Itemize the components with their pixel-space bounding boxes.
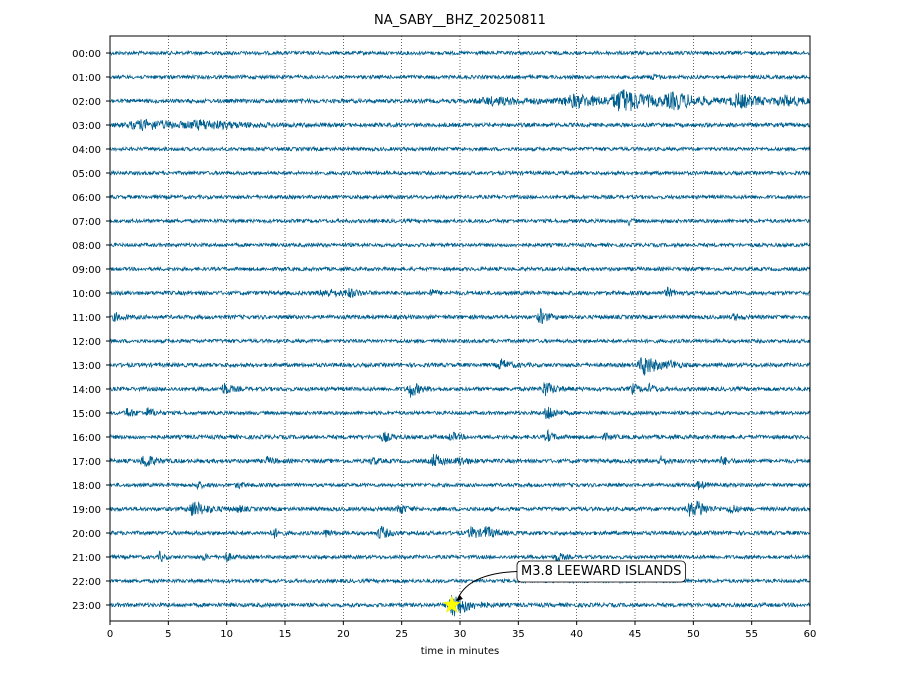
annotation-arrow [456, 571, 518, 602]
y-tick-label: 15:00 [72, 409, 101, 420]
trace-1400 [109, 382, 811, 398]
trace-2000 [109, 526, 811, 539]
y-tick-label: 11:00 [72, 313, 101, 324]
x-tick-label: 60 [804, 629, 817, 640]
y-tick-label: 07:00 [72, 217, 101, 228]
y-tick-label: 00:00 [72, 49, 101, 60]
trace-lines [109, 49, 811, 617]
trace-1600 [109, 428, 811, 443]
y-tick-label: 19:00 [72, 505, 101, 516]
trace-2300 [109, 595, 811, 617]
x-tick-label: 55 [745, 629, 758, 640]
y-tick-label: 23:00 [72, 601, 101, 612]
y-tick-label: 17:00 [72, 457, 101, 468]
annotation-layer: M3.8 LEEWARD ISLANDS [442, 560, 686, 613]
y-tick-label: 22:00 [72, 577, 101, 588]
trace-1700 [109, 453, 811, 468]
x-tick-label: 25 [395, 629, 408, 640]
trace-0900 [109, 265, 811, 273]
x-tick-label: 50 [687, 629, 700, 640]
x-tick-label: 10 [220, 629, 233, 640]
trace-1500 [109, 406, 811, 420]
trace-0500 [109, 169, 811, 177]
trace-0000 [109, 49, 811, 57]
trace-0200 [109, 89, 811, 112]
trace-0100 [109, 73, 811, 81]
y-tick-label: 16:00 [72, 433, 101, 444]
trace-1800 [109, 480, 811, 491]
y-tick-label: 21:00 [72, 553, 101, 564]
y-tick-label: 09:00 [72, 265, 101, 276]
trace-1100 [109, 307, 811, 324]
x-tick-label: 30 [454, 629, 467, 640]
trace-1900 [109, 500, 811, 517]
x-tick-label: 15 [279, 629, 292, 640]
y-tick-label: 13:00 [72, 361, 101, 372]
y-tick-label: 10:00 [72, 289, 101, 300]
x-tick-label: 0 [107, 629, 113, 640]
y-tick-label: 04:00 [72, 145, 101, 156]
x-axis-label: time in minutes [421, 646, 500, 657]
trace-2200 [109, 577, 811, 585]
trace-2100 [109, 550, 811, 564]
trace-0600 [109, 193, 811, 201]
y-tick-label: 12:00 [72, 337, 101, 348]
trace-1000 [109, 286, 811, 298]
y-tick-label: 01:00 [72, 73, 101, 84]
y-tick-label: 05:00 [72, 169, 101, 180]
chart-title: NA_SABY__BHZ_20250811 [374, 13, 546, 28]
x-tick-label: 20 [337, 629, 350, 640]
y-tick-label: 14:00 [72, 385, 101, 396]
trace-0700 [109, 217, 811, 226]
annotation-arrowhead [456, 595, 463, 601]
y-tick-label: 06:00 [72, 193, 101, 204]
x-tick-label: 45 [629, 629, 642, 640]
trace-0400 [109, 145, 811, 153]
y-tick-label: 03:00 [72, 121, 101, 132]
event-star-marker [442, 595, 462, 613]
trace-1300 [109, 357, 811, 377]
y-tick-label: 08:00 [72, 241, 101, 252]
trace-0300 [109, 118, 811, 132]
y-tick-labels: 00:00 01:00 02:00 03:00 04:00 05:00 06:00 07:00… [72, 49, 110, 612]
y-tick-label: 02:00 [72, 97, 101, 108]
y-tick-label: 20:00 [72, 529, 101, 540]
annotation-label: M3.8 LEEWARD ISLANDS [521, 564, 681, 579]
x-tick-labels: 0 5 10 15 20 25 30 35 40 45 50 55 60 [107, 621, 817, 640]
trace-1200 [109, 337, 811, 345]
x-tick-label: 40 [570, 629, 583, 640]
y-tick-label: 18:00 [72, 481, 101, 492]
trace-0800 [109, 241, 811, 249]
x-tick-label: 5 [165, 629, 171, 640]
x-tick-label: 35 [512, 629, 525, 640]
